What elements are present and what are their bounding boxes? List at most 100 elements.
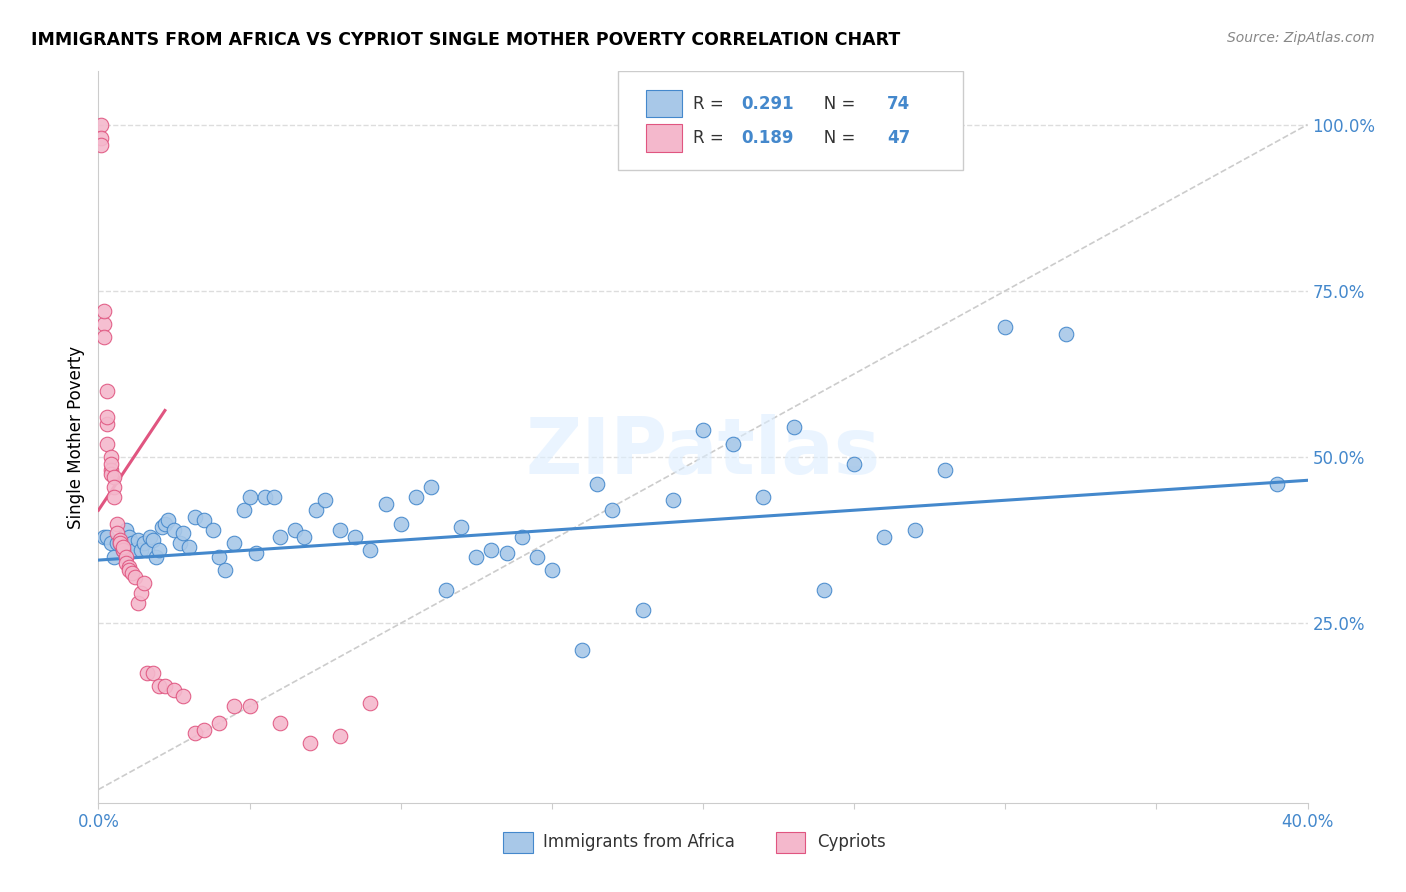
FancyBboxPatch shape <box>776 832 804 853</box>
Point <box>148 543 170 558</box>
Point <box>169 536 191 550</box>
Point <box>540 563 562 577</box>
Point <box>184 509 207 524</box>
Point <box>571 643 593 657</box>
Point <box>1054 326 1077 341</box>
Point <box>96 436 118 450</box>
Point <box>239 490 262 504</box>
Point <box>752 490 775 504</box>
Point <box>934 463 956 477</box>
Point <box>100 467 122 481</box>
Text: 74: 74 <box>887 95 910 112</box>
Point <box>124 570 146 584</box>
Point <box>329 523 352 537</box>
Point <box>631 603 654 617</box>
Point <box>153 516 176 531</box>
Point <box>214 563 236 577</box>
Point <box>132 536 155 550</box>
FancyBboxPatch shape <box>647 89 682 118</box>
Text: IMMIGRANTS FROM AFRICA VS CYPRIOT SINGLE MOTHER POVERTY CORRELATION CHART: IMMIGRANTS FROM AFRICA VS CYPRIOT SINGLE… <box>31 31 900 49</box>
Point <box>526 549 548 564</box>
Point <box>121 566 143 581</box>
Point <box>292 530 315 544</box>
Point <box>405 490 427 504</box>
Point <box>360 543 382 558</box>
Text: N =: N = <box>808 95 860 112</box>
Point <box>193 513 215 527</box>
Point <box>111 543 134 558</box>
Point <box>184 726 207 740</box>
Point <box>434 582 457 597</box>
Point <box>96 410 118 425</box>
Text: ZIPatlas: ZIPatlas <box>526 414 880 490</box>
Point <box>299 736 322 750</box>
Point <box>142 533 165 548</box>
Point <box>163 682 186 697</box>
Point <box>450 520 472 534</box>
Point <box>305 503 328 517</box>
Point <box>103 470 125 484</box>
Point <box>208 549 231 564</box>
Point <box>239 699 262 714</box>
Point <box>172 690 194 704</box>
Text: R =: R = <box>693 95 730 112</box>
Point <box>96 384 118 398</box>
Point <box>692 424 714 438</box>
FancyBboxPatch shape <box>503 832 533 853</box>
Point <box>118 530 141 544</box>
Point <box>135 543 157 558</box>
Point <box>108 536 131 550</box>
Point <box>100 463 122 477</box>
Text: 0.189: 0.189 <box>742 129 794 147</box>
Point <box>156 513 179 527</box>
Point <box>374 497 396 511</box>
Point <box>994 320 1017 334</box>
Point <box>103 480 125 494</box>
Point <box>114 557 136 571</box>
Point <box>245 546 267 560</box>
Point <box>153 680 176 694</box>
Point <box>111 543 134 558</box>
Point <box>481 543 503 558</box>
Point <box>586 476 609 491</box>
Point <box>124 543 146 558</box>
Point <box>129 543 152 558</box>
Point <box>93 330 115 344</box>
Point <box>90 118 112 132</box>
Point <box>1267 476 1289 491</box>
Point <box>108 536 131 550</box>
Point <box>93 530 115 544</box>
Point <box>114 523 136 537</box>
Point <box>314 493 336 508</box>
Point <box>232 503 254 517</box>
Point <box>360 696 382 710</box>
Point <box>179 540 201 554</box>
Point <box>129 586 152 600</box>
Point <box>142 666 165 681</box>
Point <box>284 523 307 537</box>
Point <box>150 520 173 534</box>
Text: 0.291: 0.291 <box>742 95 794 112</box>
Point <box>602 503 624 517</box>
Point <box>103 549 125 564</box>
Point <box>172 526 194 541</box>
Point <box>105 526 128 541</box>
Point <box>90 137 112 152</box>
Point <box>96 417 118 431</box>
Point <box>495 546 517 560</box>
Point <box>465 549 488 564</box>
Point <box>103 490 125 504</box>
Point <box>813 582 835 597</box>
Point <box>510 530 533 544</box>
Point <box>114 549 136 564</box>
Point <box>105 516 128 531</box>
Point <box>389 516 412 531</box>
Point <box>118 559 141 574</box>
Text: N =: N = <box>808 129 860 147</box>
Point <box>100 450 122 464</box>
Point <box>783 420 806 434</box>
Point <box>121 536 143 550</box>
Point <box>344 530 367 544</box>
Point <box>224 536 246 550</box>
Point <box>904 523 927 537</box>
